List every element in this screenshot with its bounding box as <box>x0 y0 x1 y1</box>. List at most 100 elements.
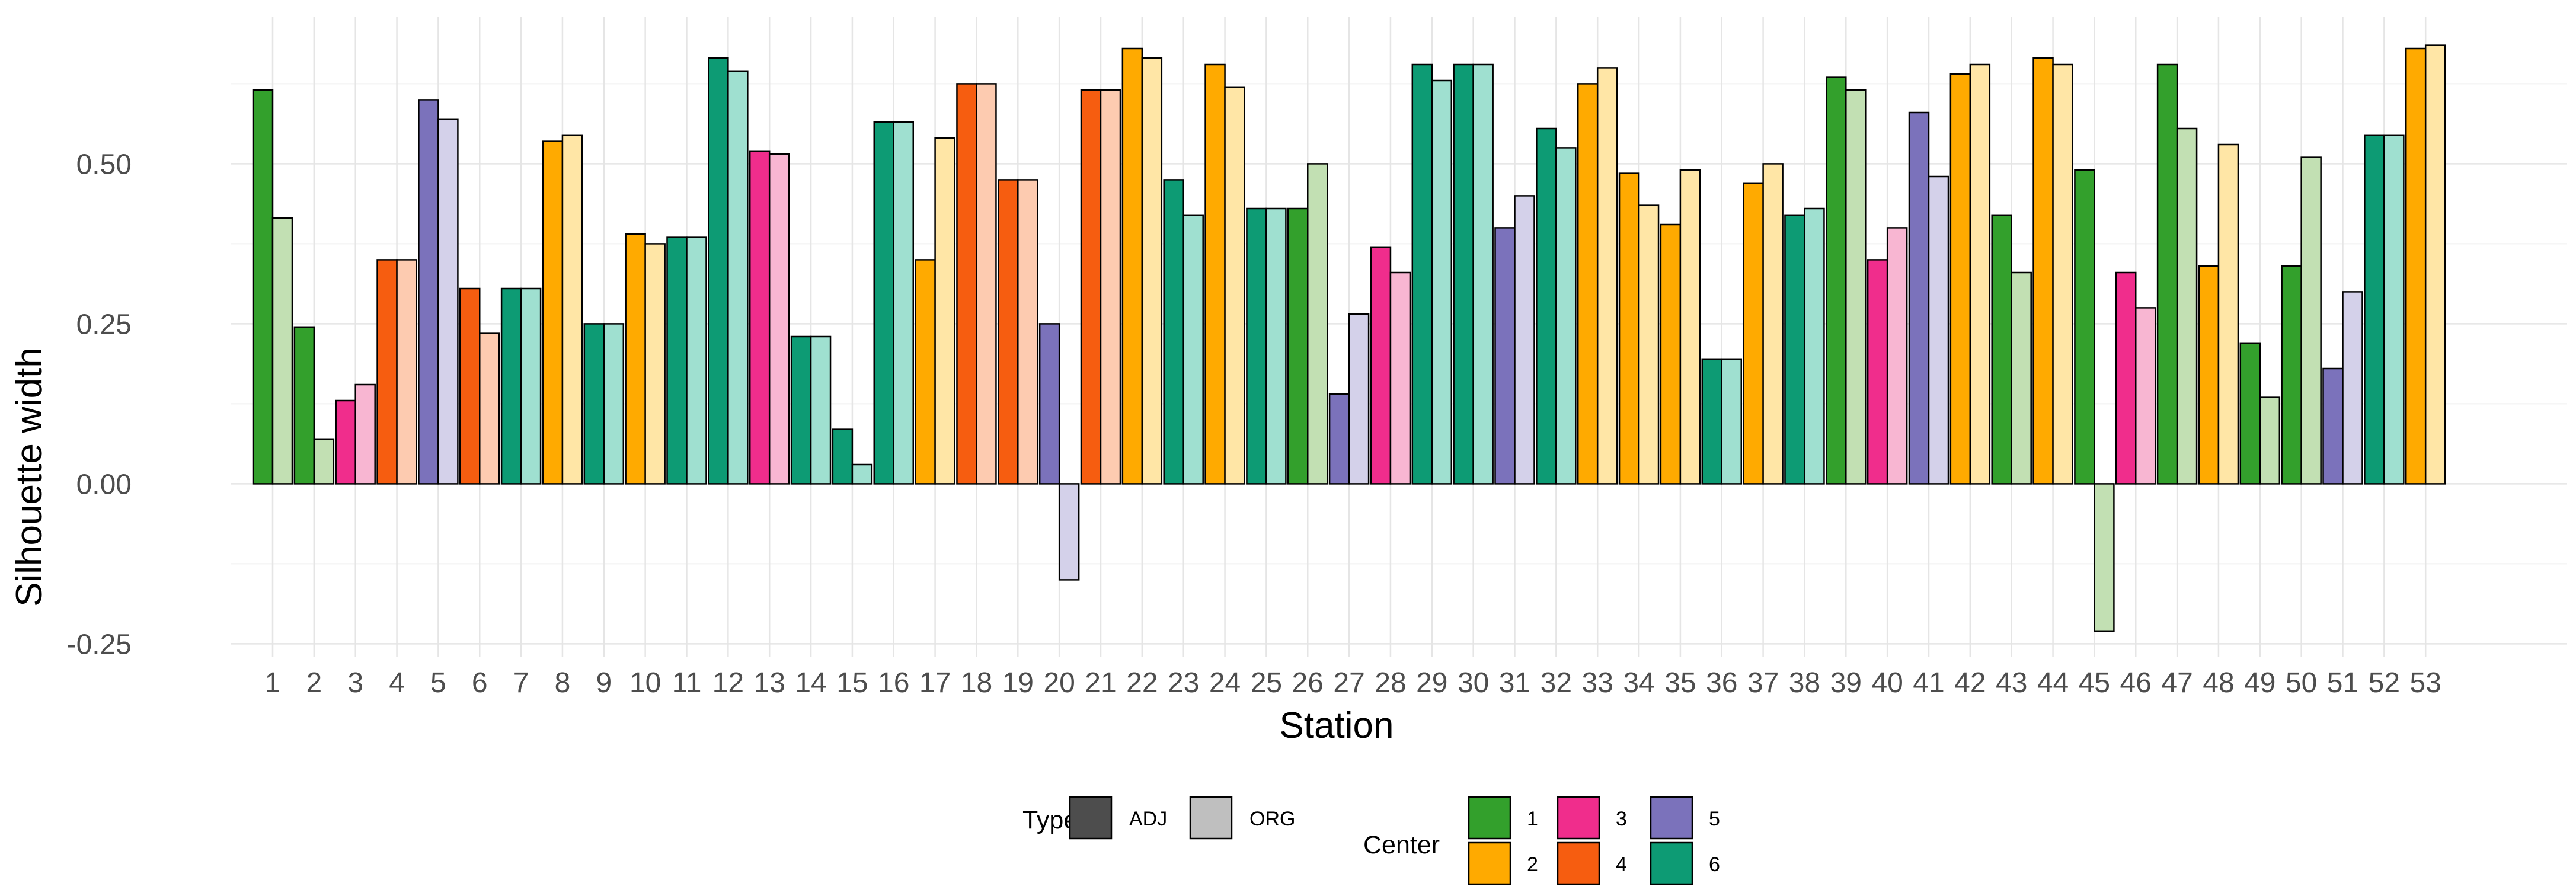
x-tick-label: 10 <box>629 667 661 699</box>
x-tick-label: 18 <box>961 667 992 699</box>
legend-label-center-6: 6 <box>1709 853 1720 876</box>
bar-adj-station-12 <box>708 57 729 485</box>
legend-swatch-center-1 <box>1468 796 1511 840</box>
bar-adj-station-29 <box>1411 63 1433 485</box>
bar-adj-station-5 <box>418 99 439 485</box>
legend-swatch-center-4 <box>1557 841 1600 885</box>
bar-adj-station-28 <box>1370 246 1392 485</box>
x-tick-label: 2 <box>306 667 322 699</box>
bar-adj-station-23 <box>1163 179 1184 485</box>
legend-type-keys: ADJ ORG <box>1069 796 1295 840</box>
bar-org-station-12 <box>727 70 749 485</box>
bar-adj-station-46 <box>2115 271 2137 485</box>
bar-adj-station-24 <box>1204 63 1226 485</box>
bar-adj-station-1 <box>252 89 274 485</box>
x-tick-label: 6 <box>472 667 488 699</box>
bar-adj-station-7 <box>500 287 522 485</box>
legend-label-center-1: 1 <box>1527 808 1538 830</box>
x-axis-ticks: 1 2 3 4 5 6 7 8 9 10 11 12 13 14 15 16 17 18 19 20 21 22 23 24 2… <box>265 667 2441 699</box>
bar-adj-station-47 <box>2156 63 2178 485</box>
x-tick-label: 37 <box>1747 667 1779 699</box>
bars <box>252 44 2446 632</box>
bar-org-station-6 <box>479 332 500 485</box>
bar-adj-station-50 <box>2281 265 2302 485</box>
legend-swatch-center-3 <box>1557 796 1600 840</box>
x-tick-label: 33 <box>1582 667 1613 699</box>
bar-org-station-26 <box>1307 163 1328 485</box>
bar-org-station-32 <box>1555 147 1577 485</box>
bar-org-station-27 <box>1348 313 1370 485</box>
bar-adj-station-27 <box>1328 393 1350 485</box>
bar-adj-station-10 <box>625 233 646 485</box>
x-tick-label: 48 <box>2203 667 2234 699</box>
y-tick-label: -0.25 <box>67 629 132 660</box>
bar-org-station-10 <box>644 243 666 485</box>
x-tick-label: 8 <box>555 667 571 699</box>
bar-adj-station-20 <box>1038 323 1060 485</box>
bar-org-station-23 <box>1182 214 1204 485</box>
bar-adj-station-9 <box>583 323 605 485</box>
bar-org-station-43 <box>2011 271 2032 485</box>
bar-adj-station-8 <box>542 140 564 485</box>
bar-org-station-37 <box>1762 163 1784 485</box>
x-tick-label: 46 <box>2120 667 2152 699</box>
bar-adj-station-18 <box>956 83 977 485</box>
x-tick-label: 25 <box>1251 667 1282 699</box>
bar-org-station-19 <box>1017 179 1038 485</box>
legend-swatch-center-6 <box>1650 841 1693 885</box>
bar-org-station-40 <box>1886 227 1908 485</box>
legend-label-org: ORG <box>1249 808 1295 830</box>
bar-adj-station-11 <box>666 236 688 485</box>
bar-org-station-11 <box>686 236 707 485</box>
legend-label-center-4: 4 <box>1616 853 1627 876</box>
legend-swatch-org <box>1189 796 1233 840</box>
y-tick-label: 0.50 <box>76 149 132 180</box>
y-axis-ticks: -0.25 0.00 0.25 0.50 <box>67 149 132 660</box>
bar-adj-station-17 <box>915 259 936 485</box>
x-tick-label: 16 <box>878 667 909 699</box>
bar-org-station-15 <box>851 463 873 485</box>
bar-adj-station-31 <box>1494 227 1516 485</box>
x-tick-label: 35 <box>1664 667 1696 699</box>
x-tick-label: 5 <box>430 667 446 699</box>
bar-adj-station-43 <box>1991 214 2012 485</box>
x-tick-label: 21 <box>1085 667 1116 699</box>
legend-label-center-3: 3 <box>1616 808 1627 830</box>
bar-org-station-44 <box>2052 63 2073 485</box>
legend-center-title: Center <box>1363 831 1440 859</box>
x-tick-label: 45 <box>2079 667 2110 699</box>
legend-label-adj: ADJ <box>1129 808 1167 830</box>
x-tick-label: 41 <box>1913 667 1944 699</box>
bar-org-station-3 <box>354 383 376 485</box>
x-tick-label: 3 <box>347 667 363 699</box>
bar-adj-station-19 <box>998 179 1019 485</box>
bar-org-station-25 <box>1265 207 1287 485</box>
bar-adj-station-48 <box>2198 265 2220 485</box>
bar-org-station-53 <box>2424 44 2446 485</box>
bar-org-station-1 <box>271 217 293 485</box>
bar-adj-station-25 <box>1246 207 1267 485</box>
bar-org-station-14 <box>810 335 832 485</box>
bar-org-station-31 <box>1514 195 1535 485</box>
bar-adj-station-37 <box>1743 182 1764 485</box>
x-tick-label: 17 <box>919 667 951 699</box>
bar-adj-station-45 <box>2074 169 2095 485</box>
x-tick-label: 51 <box>2327 667 2358 699</box>
bar-adj-station-21 <box>1080 89 1102 485</box>
x-tick-label: 7 <box>513 667 529 699</box>
bar-adj-station-2 <box>293 326 315 485</box>
bar-org-station-52 <box>2383 134 2405 485</box>
bar-org-station-51 <box>2342 291 2363 485</box>
bar-adj-station-3 <box>335 399 356 485</box>
bar-adj-station-33 <box>1577 83 1599 485</box>
y-axis-title: Silhouette width <box>9 347 50 607</box>
bar-org-station-4 <box>396 259 417 485</box>
bar-org-station-22 <box>1141 57 1163 485</box>
x-tick-label: 50 <box>2286 667 2317 699</box>
x-tick-label: 15 <box>836 667 868 699</box>
x-tick-label: 38 <box>1789 667 1820 699</box>
y-tick-label: 0.25 <box>76 309 132 340</box>
bar-adj-station-38 <box>1784 214 1805 485</box>
x-tick-label: 39 <box>1830 667 1862 699</box>
x-tick-label: 28 <box>1375 667 1406 699</box>
